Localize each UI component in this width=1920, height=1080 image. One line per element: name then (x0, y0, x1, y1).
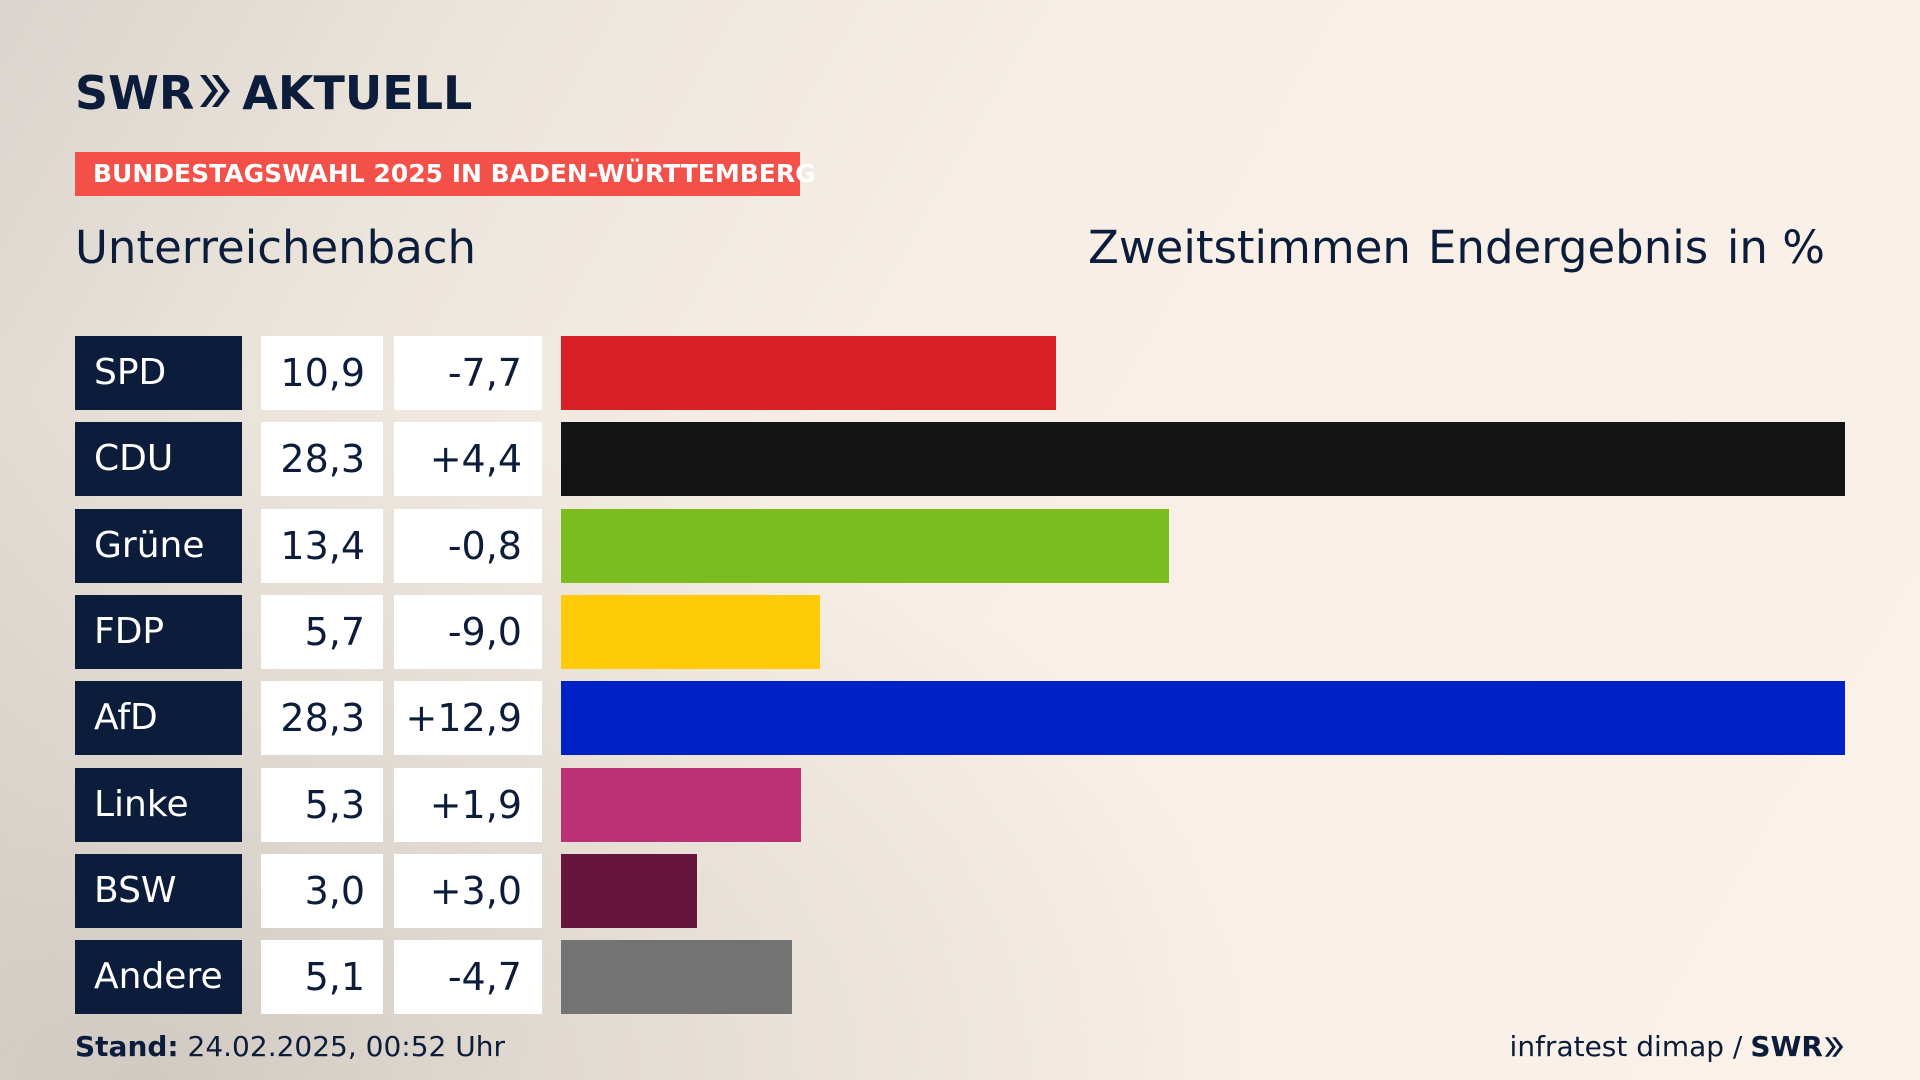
vote-change: -4,7 (394, 940, 542, 1015)
election-banner: BUNDESTAGSWAHL 2025 IN BADEN-WÜRTTEMBERG (75, 152, 816, 196)
vote-change: +3,0 (394, 853, 542, 928)
logo-swr-text: SWR (75, 66, 195, 120)
stand-label: Stand: (75, 1030, 179, 1063)
vote-change: -7,7 (394, 336, 542, 410)
result-bar (561, 853, 697, 928)
vote-share: 3,0 (261, 853, 383, 928)
vote-share: 28,3 (261, 681, 383, 756)
vote-change: +4,4 (394, 422, 542, 497)
small-double-chevron-icon (1824, 1037, 1844, 1057)
vote-share: 5,1 (261, 940, 383, 1015)
source-credit: infratest dimap / SWR (1510, 1030, 1845, 1064)
vote-change: +12,9 (394, 681, 542, 756)
party-label: Linke (75, 767, 242, 842)
result-bar (561, 767, 801, 842)
double-chevron-icon (198, 66, 232, 120)
party-row: SPD 10,9 -7,7 (0, 336, 1920, 410)
swr-small-logo-text: SWR (1750, 1030, 1823, 1063)
vote-share: 5,3 (261, 767, 383, 842)
party-label: Grüne (75, 508, 242, 583)
unit-label: in % (1726, 221, 1825, 274)
party-row: Andere 5,1 -4,7 (0, 940, 1920, 1015)
vote-share: 5,7 (261, 594, 383, 669)
logo-aktuell-text: AKTUELL (242, 66, 473, 120)
result-bar (561, 594, 820, 669)
swr-aktuell-logo: SWR AKTUELL (75, 66, 472, 120)
party-row: Grüne 13,4 -0,8 (0, 508, 1920, 583)
party-row: BSW 3,0 +3,0 (0, 853, 1920, 928)
vote-share: 10,9 (261, 336, 383, 410)
vote-share: 13,4 (261, 508, 383, 583)
swr-small-logo: SWR (1750, 1030, 1845, 1064)
vote-change: -0,8 (394, 508, 542, 583)
party-label: FDP (75, 594, 242, 669)
result-bar (561, 940, 792, 1015)
party-label: SPD (75, 336, 242, 410)
stand-value: 24.02.2025, 00:52 Uhr (187, 1030, 505, 1063)
party-label: AfD (75, 681, 242, 756)
party-row: FDP 5,7 -9,0 (0, 594, 1920, 669)
result-bar (561, 422, 1845, 497)
party-row: CDU 28,3 +4,4 (0, 422, 1920, 497)
result-bar (561, 336, 1056, 410)
vote-share: 28,3 (261, 422, 383, 497)
votes-label: Zweitstimmen (1088, 221, 1411, 274)
result-bar (561, 508, 1169, 583)
party-label: CDU (75, 422, 242, 497)
timestamp: Stand: 24.02.2025, 00:52 Uhr (75, 1030, 505, 1064)
vote-change: -9,0 (394, 594, 542, 669)
result-label: Endergebnis (1428, 221, 1709, 274)
result-bar (561, 681, 1845, 756)
party-row: AfD 28,3 +12,9 (0, 681, 1920, 756)
party-row: Linke 5,3 +1,9 (0, 767, 1920, 842)
source-text: infratest dimap / (1509, 1030, 1743, 1063)
party-label: BSW (75, 853, 242, 928)
party-label: Andere (75, 940, 242, 1015)
vote-change: +1,9 (394, 767, 542, 842)
region-title: Unterreichenbach (75, 221, 477, 274)
